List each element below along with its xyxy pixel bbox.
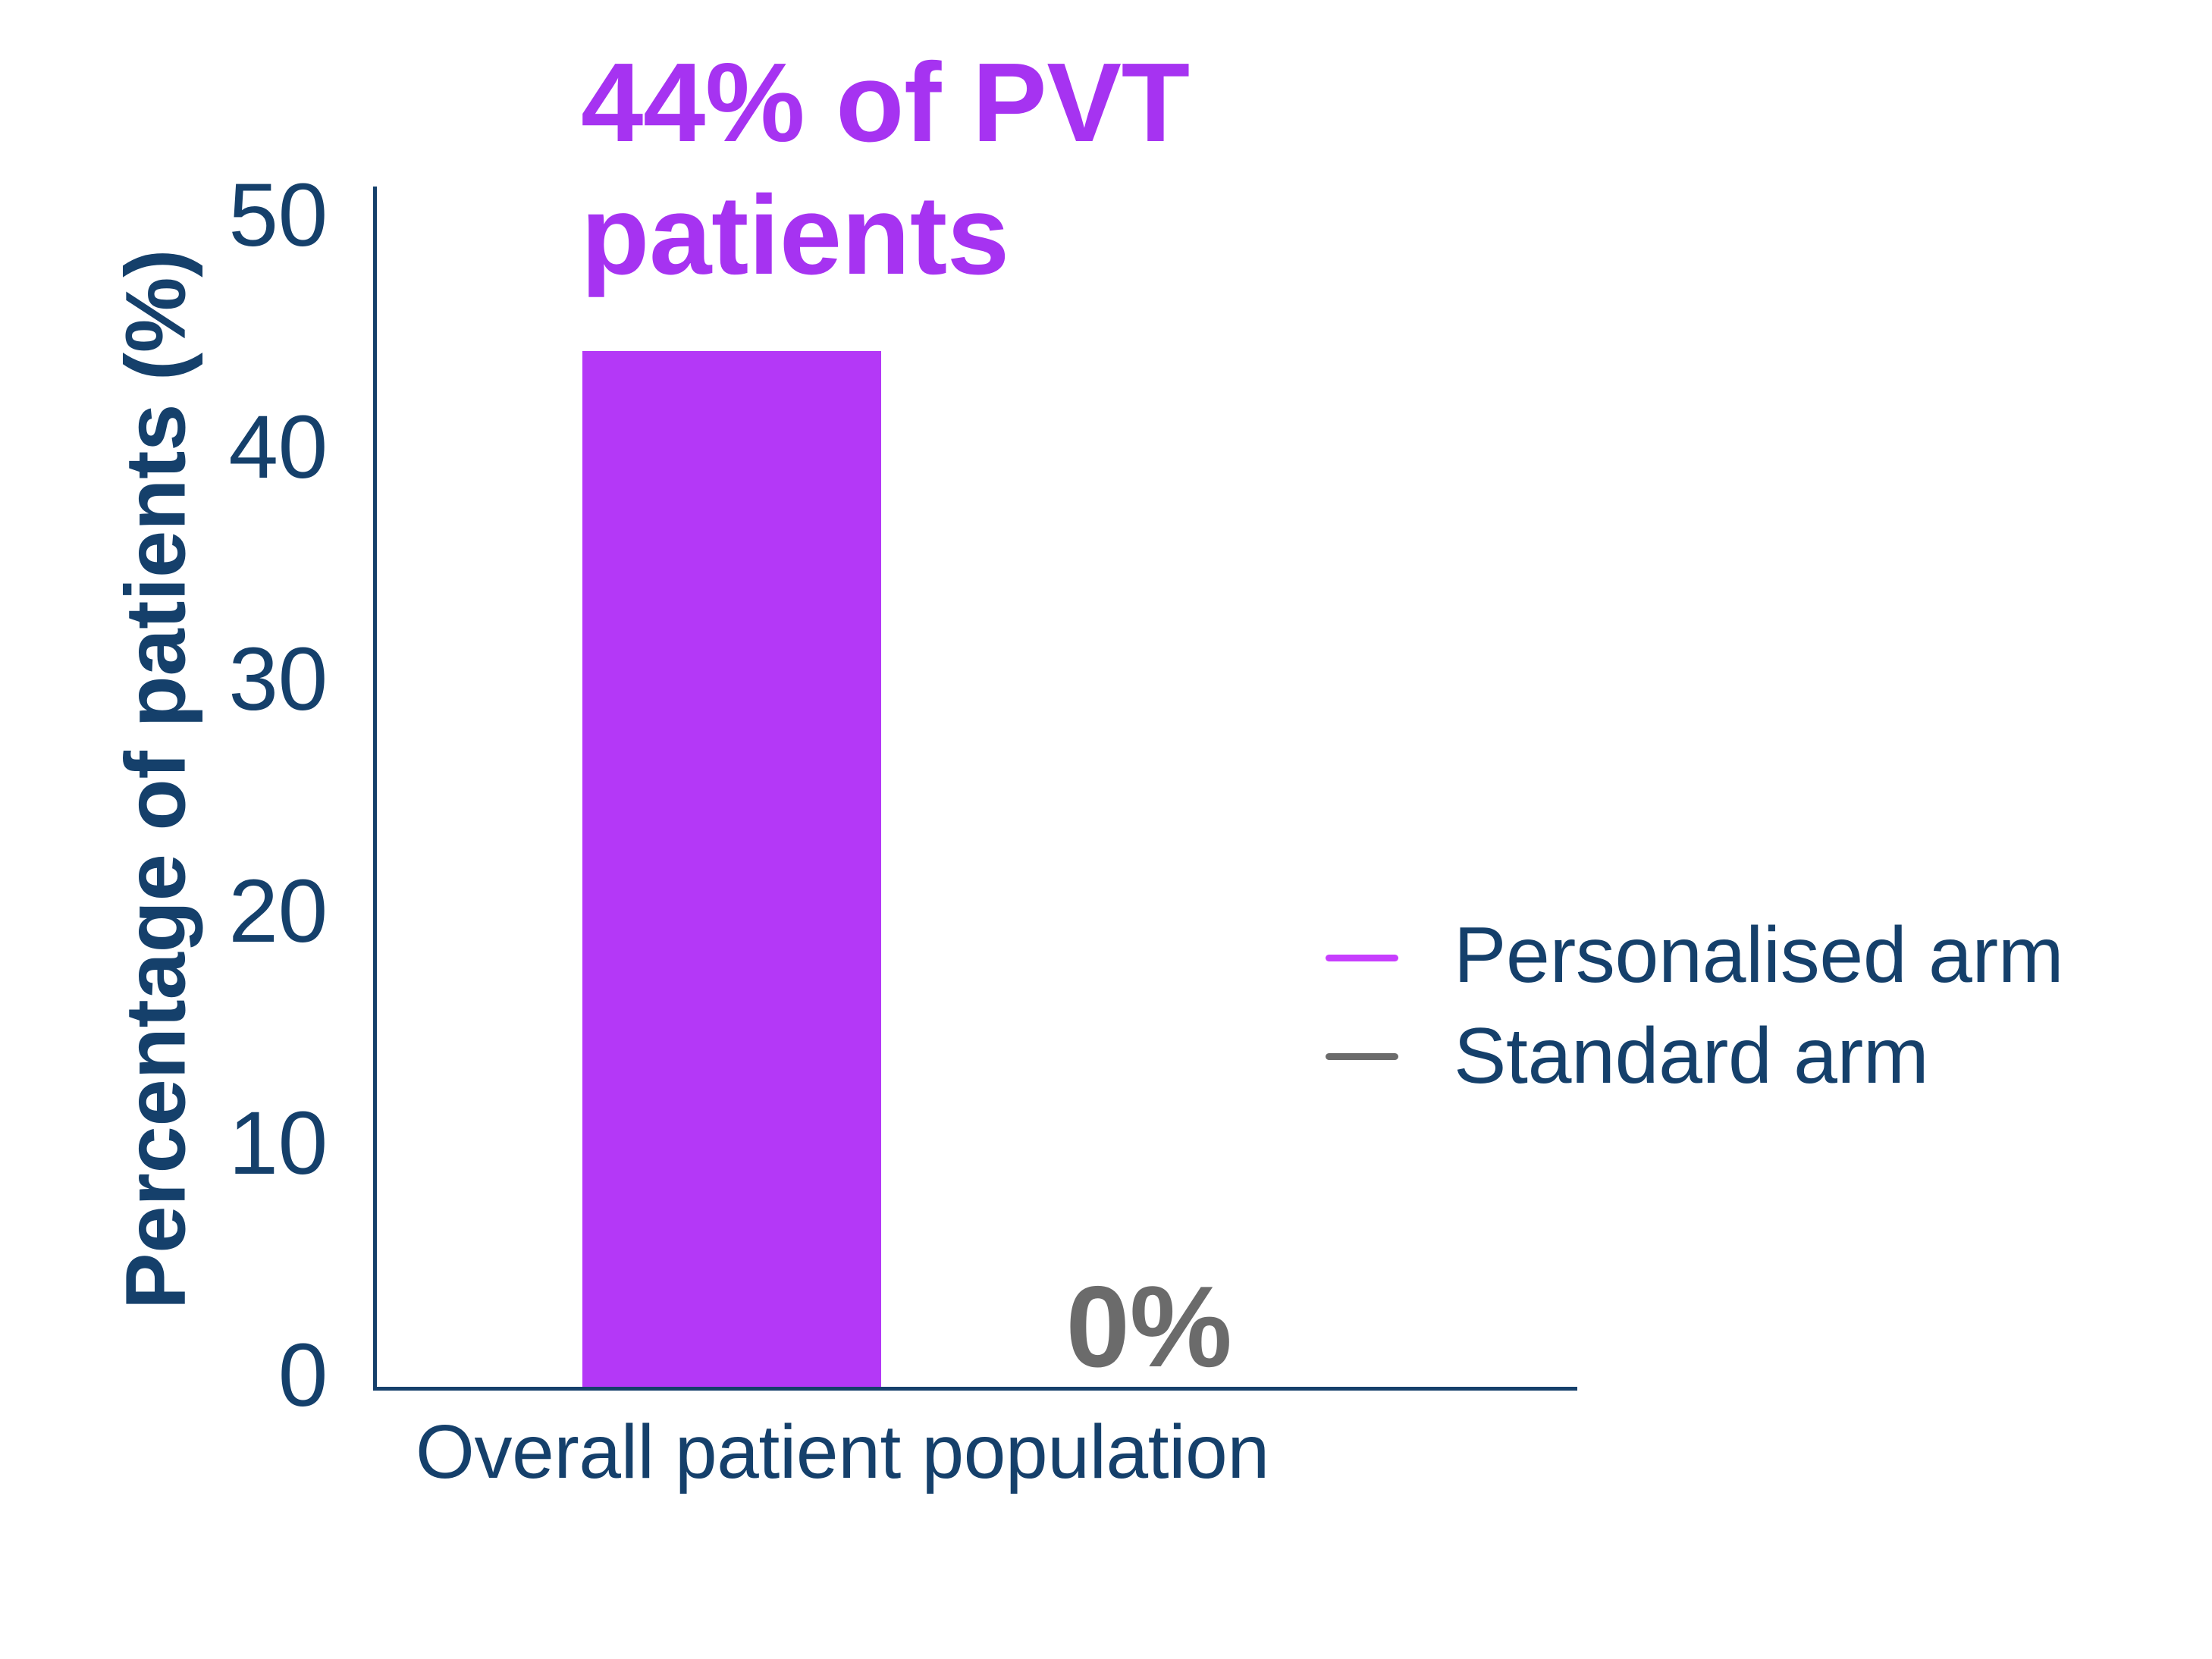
legend-swatch-standard [1326, 1053, 1398, 1060]
chart-title: 44% of PVT patients [581, 37, 1190, 302]
x-axis-line [373, 1387, 1577, 1391]
y-tick-label-10: 10 [228, 1093, 328, 1193]
x-axis-category-label: Overall patient population [416, 1410, 1269, 1494]
y-tick-label-0: 0 [278, 1325, 328, 1425]
legend-swatch-personalised [1326, 955, 1398, 961]
y-axis-line [373, 187, 377, 1391]
y-tick-label-50: 50 [228, 165, 328, 265]
chart-title-line1: 44% of PVT [581, 40, 1190, 165]
legend-label-standard: Standard arm [1454, 1012, 1929, 1100]
y-axis-title: Percentage of patients (%) [108, 249, 203, 1310]
y-tick-label-40: 40 [228, 397, 328, 497]
y-tick-label-30: 30 [228, 629, 328, 729]
personalised-bar [582, 351, 881, 1387]
y-tick-label-20: 20 [228, 861, 328, 961]
standard-arm-value-label: 0% [1065, 1262, 1232, 1391]
chart-title-line2: patients [581, 172, 1009, 298]
legend-label-personalised: Personalised arm [1454, 911, 2064, 999]
